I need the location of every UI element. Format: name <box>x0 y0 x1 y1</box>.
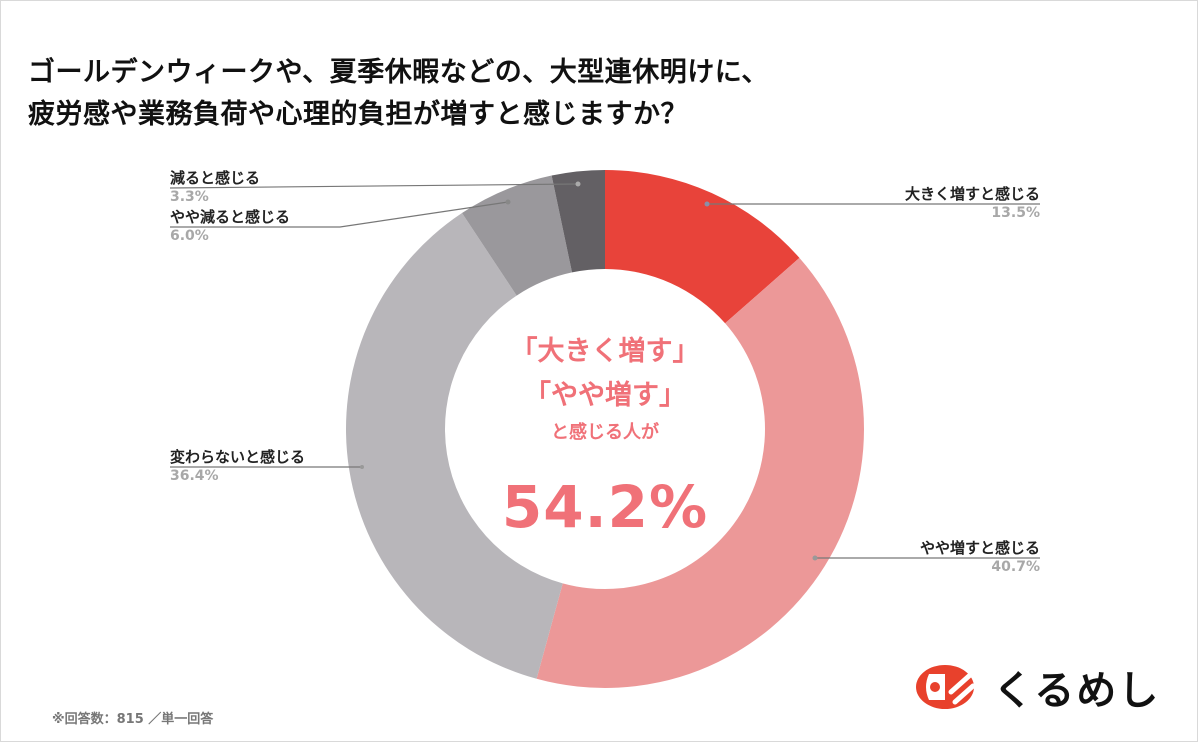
label-name: 減ると感じる <box>170 169 261 187</box>
label-large-increase: 大きく増すと感じる 13.5% <box>905 184 1040 222</box>
label-decrease: 減ると感じる 3.3% <box>170 168 260 206</box>
chart-title: ゴールデンウィークや、夏季休暇などの、大型連休明けに、 疲労感や業務負荷や心理的… <box>28 52 769 136</box>
segment-large-increase <box>605 170 800 324</box>
brand-name: くるめし <box>993 668 1161 714</box>
label-percent: 3.3% <box>170 189 209 205</box>
label-name: 大きく増すと感じる <box>904 185 1040 203</box>
leader-dot-large-increase <box>704 201 710 207</box>
title-line-1: ゴールデンウィークや、夏季休暇などの、大型連休明けに、 <box>28 57 769 88</box>
label-no-change: 変わらないと感じる 36.4% <box>170 447 305 485</box>
label-percent: 13.5% <box>991 205 1040 221</box>
label-name: 変わらないと感じる <box>170 448 306 466</box>
footnote: ※回答数：815 ／単一回答 <box>52 712 214 727</box>
title-line-2: 疲労感や業務負荷や心理的負担が増すと感じますか？ <box>28 99 688 130</box>
donut-segments <box>346 170 864 688</box>
label-slight-increase: やや増すと感じる 40.7% <box>920 538 1040 576</box>
segment-decrease <box>551 170 605 273</box>
label-slight-decrease: やや減ると感じる 6.0% <box>170 207 290 245</box>
label-name: やや減ると感じる <box>170 208 291 226</box>
leader-dot-decrease <box>575 181 581 187</box>
label-name: やや増すと感じる <box>919 539 1040 557</box>
center-line-1: 「大きく増す」 <box>510 336 700 367</box>
leader-line-slight-decrease <box>170 201 509 228</box>
center-line-2: 「やや増す」 <box>524 380 686 411</box>
leader-dot-no-change <box>360 465 364 469</box>
kurumeshi-logo-icon <box>916 665 976 709</box>
brand-logo: くるめし <box>915 662 1160 714</box>
label-percent: 40.7% <box>991 559 1040 575</box>
label-percent: 36.4% <box>170 468 219 484</box>
segment-slight-increase <box>536 257 864 688</box>
leader-dot-slight-increase <box>812 555 818 561</box>
segment-slight-decrease <box>461 175 573 296</box>
leader-lines <box>169 181 1040 561</box>
leader-dot-slight-decrease <box>505 199 511 205</box>
center-line-3: と感じる人が <box>551 422 659 443</box>
segment-no-change <box>346 213 563 679</box>
center-annotation: 「大きく増す」 「やや増す」 と感じる人が 54.2% <box>455 330 755 542</box>
center-value: 54.2% <box>501 473 709 541</box>
leader-line-decrease <box>169 183 579 189</box>
label-percent: 6.0% <box>170 228 209 244</box>
